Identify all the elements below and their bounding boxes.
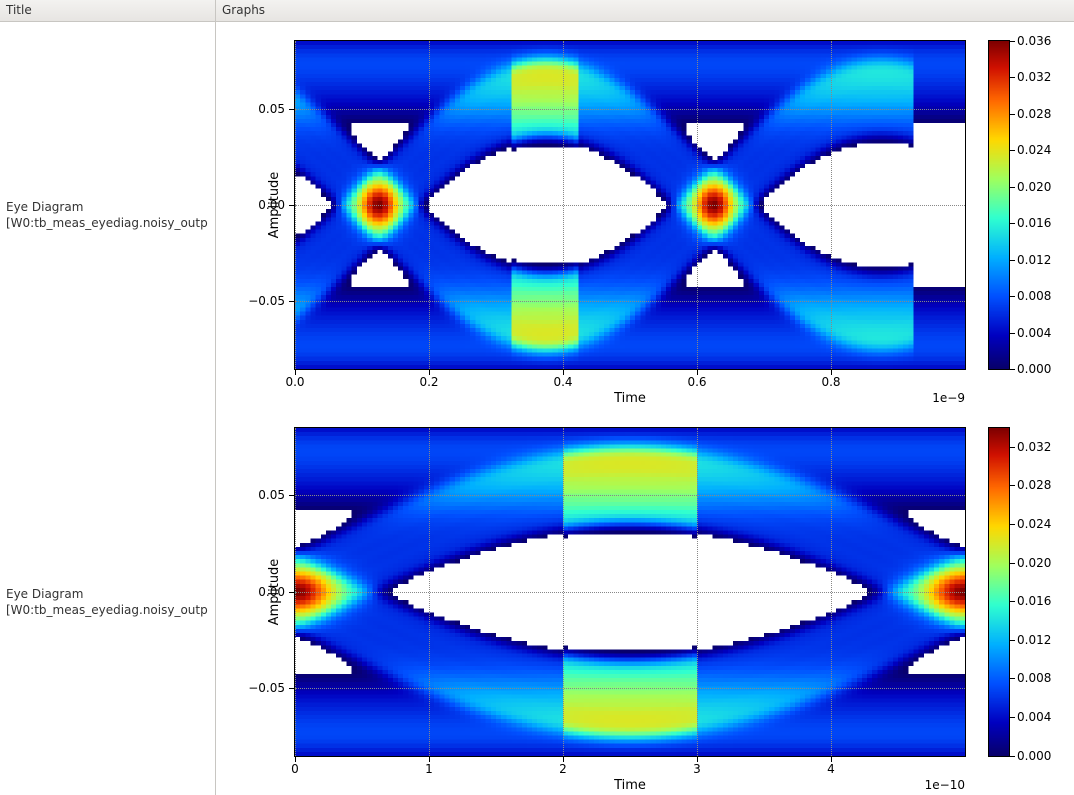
content-area: Eye Diagram [W0:tb_meas_eyediag.noisy_ou… — [0, 22, 1074, 795]
colorbar-tick-label: 0.032 — [1017, 440, 1051, 454]
title-column: Eye Diagram [W0:tb_meas_eyediag.noisy_ou… — [0, 22, 216, 795]
colorbar-tick-label: 0.000 — [1017, 749, 1051, 763]
x-axis-label: Time — [614, 391, 646, 406]
colorbar-1: 0.0000.0040.0080.0120.0160.0200.0240.028… — [988, 427, 1010, 757]
eye-diagram-plot-1[interactable]: Amplitude Time 1e−10 01234−0.050.000.05 — [294, 427, 966, 757]
x-offset-text: 1e−9 — [932, 391, 965, 405]
x-axis-label: Time — [614, 778, 646, 793]
y-tick-label: 0.05 — [258, 488, 285, 502]
x-tick-label: 0.0 — [285, 375, 304, 389]
y-tick-label: −0.05 — [248, 681, 285, 695]
x-tick-label: 0 — [291, 762, 299, 776]
colorbar-tick-label: 0.012 — [1017, 633, 1051, 647]
colorbar-tick-label: 0.028 — [1017, 107, 1051, 121]
y-tick-label: 0.00 — [258, 585, 285, 599]
colorbar-tick-label: 0.024 — [1017, 517, 1051, 531]
y-tick-label: −0.05 — [248, 294, 285, 308]
graphs-column: Amplitude Time 1e−9 0.00.20.40.60.8−0.05… — [216, 22, 1074, 795]
x-tick-label: 0.4 — [553, 375, 572, 389]
colorbar-tick-label: 0.008 — [1017, 289, 1051, 303]
colorbar-tick-label: 0.024 — [1017, 143, 1051, 157]
colorbar-tick-label: 0.016 — [1017, 216, 1051, 230]
colorbar-tick-label: 0.004 — [1017, 326, 1051, 340]
row-title-0[interactable]: Eye Diagram [W0:tb_meas_eyediag.noisy_ou… — [0, 22, 215, 409]
header-title-col[interactable]: Title — [0, 0, 216, 21]
row-title-line2: [W0:tb_meas_eyediag.noisy_outp — [6, 215, 209, 231]
y-tick-label: 0.00 — [258, 198, 285, 212]
x-offset-text: 1e−10 — [925, 778, 965, 792]
colorbar-tick-label: 0.032 — [1017, 70, 1051, 84]
row-title-line2: [W0:tb_meas_eyediag.noisy_outp — [6, 602, 209, 618]
colorbar-tick-label: 0.020 — [1017, 556, 1051, 570]
colorbar-canvas — [989, 428, 1009, 756]
heatmap-canvas — [295, 428, 965, 756]
heatmap-canvas — [295, 41, 965, 369]
eye-diagram-plot-0[interactable]: Amplitude Time 1e−9 0.00.20.40.60.8−0.05… — [294, 40, 966, 370]
header-graphs-col[interactable]: Graphs — [216, 0, 1074, 21]
colorbar-tick-label: 0.036 — [1017, 34, 1051, 48]
x-tick-label: 4 — [827, 762, 835, 776]
x-tick-label: 3 — [693, 762, 701, 776]
row-title-line1: Eye Diagram — [6, 199, 209, 215]
plot-cell-0: Amplitude Time 1e−9 0.00.20.40.60.8−0.05… — [216, 22, 1074, 409]
x-tick-label: 1 — [425, 762, 433, 776]
colorbar-tick-label: 0.028 — [1017, 478, 1051, 492]
x-tick-label: 0.2 — [419, 375, 438, 389]
colorbar-0: 0.0000.0040.0080.0120.0160.0200.0240.028… — [988, 40, 1010, 370]
row-title-line1: Eye Diagram — [6, 586, 209, 602]
y-tick-label: 0.05 — [258, 102, 285, 116]
colorbar-canvas — [989, 41, 1009, 369]
colorbar-tick-label: 0.020 — [1017, 180, 1051, 194]
x-tick-label: 0.8 — [821, 375, 840, 389]
colorbar-tick-label: 0.008 — [1017, 671, 1051, 685]
row-title-1[interactable]: Eye Diagram [W0:tb_meas_eyediag.noisy_ou… — [0, 409, 215, 795]
x-tick-label: 0.6 — [687, 375, 706, 389]
colorbar-tick-label: 0.016 — [1017, 594, 1051, 608]
plot-cell-1: Amplitude Time 1e−10 01234−0.050.000.05 … — [216, 409, 1074, 795]
table-header: Title Graphs — [0, 0, 1074, 22]
colorbar-tick-label: 0.004 — [1017, 710, 1051, 724]
colorbar-tick-label: 0.012 — [1017, 253, 1051, 267]
x-tick-label: 2 — [559, 762, 567, 776]
colorbar-tick-label: 0.000 — [1017, 362, 1051, 376]
